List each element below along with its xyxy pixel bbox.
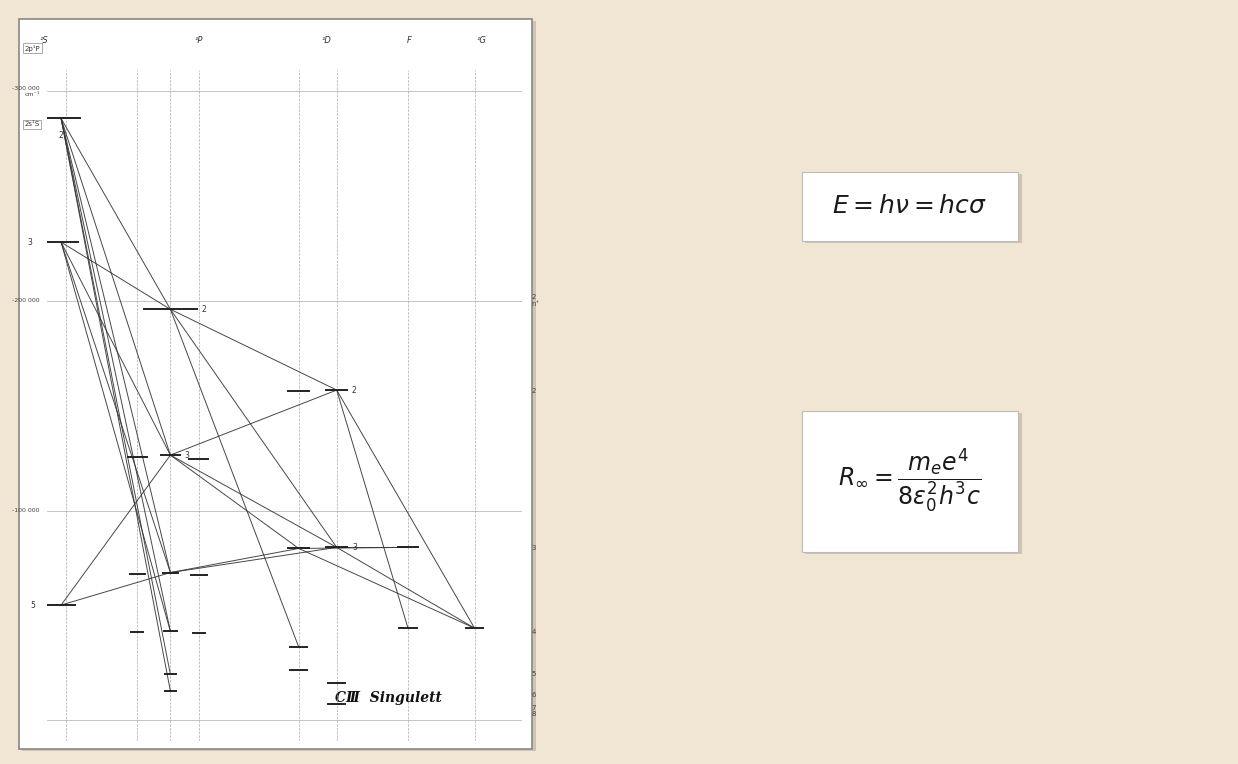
- FancyBboxPatch shape: [802, 172, 1018, 241]
- Text: ¹D: ¹D: [322, 37, 332, 46]
- Text: 2: 2: [531, 388, 536, 394]
- Text: 2p¹P: 2p¹P: [25, 44, 41, 52]
- FancyBboxPatch shape: [802, 411, 1018, 552]
- FancyBboxPatch shape: [22, 21, 536, 751]
- FancyBboxPatch shape: [805, 174, 1021, 243]
- Text: 3: 3: [27, 238, 32, 247]
- Text: 2
n⁺: 2 n⁺: [531, 294, 540, 307]
- Text: -300 000
cm⁻¹: -300 000 cm⁻¹: [12, 86, 40, 96]
- Text: ¹P: ¹P: [194, 37, 203, 46]
- FancyBboxPatch shape: [19, 19, 532, 749]
- Text: CⅢ  Singulett: CⅢ Singulett: [335, 691, 442, 704]
- Text: $E = h\nu = hc\sigma$: $E = h\nu = hc\sigma$: [832, 195, 988, 218]
- FancyBboxPatch shape: [805, 413, 1021, 555]
- Text: F: F: [406, 37, 411, 46]
- Text: $R_{\infty} = \dfrac{m_e e^4}{8\varepsilon_0^2 h^3 c}$: $R_{\infty} = \dfrac{m_e e^4}{8\varepsil…: [838, 447, 982, 516]
- Text: 8: 8: [531, 711, 536, 717]
- Text: 3: 3: [184, 451, 189, 460]
- Text: 6: 6: [531, 692, 536, 698]
- Text: 5: 5: [30, 601, 35, 610]
- Text: 2: 2: [58, 131, 63, 140]
- Text: 3: 3: [531, 545, 536, 552]
- Text: 2: 2: [352, 386, 357, 394]
- Text: -200 000: -200 000: [12, 299, 40, 303]
- Text: ¹G: ¹G: [477, 37, 485, 46]
- Text: ¹S: ¹S: [40, 37, 48, 46]
- Text: 3: 3: [352, 543, 357, 552]
- Text: 2: 2: [202, 305, 206, 314]
- Text: 4: 4: [531, 630, 536, 636]
- Text: 7: 7: [531, 705, 536, 711]
- Text: -100 000: -100 000: [12, 508, 40, 513]
- Text: 2s¹S: 2s¹S: [25, 121, 40, 128]
- Text: 5: 5: [531, 672, 536, 678]
